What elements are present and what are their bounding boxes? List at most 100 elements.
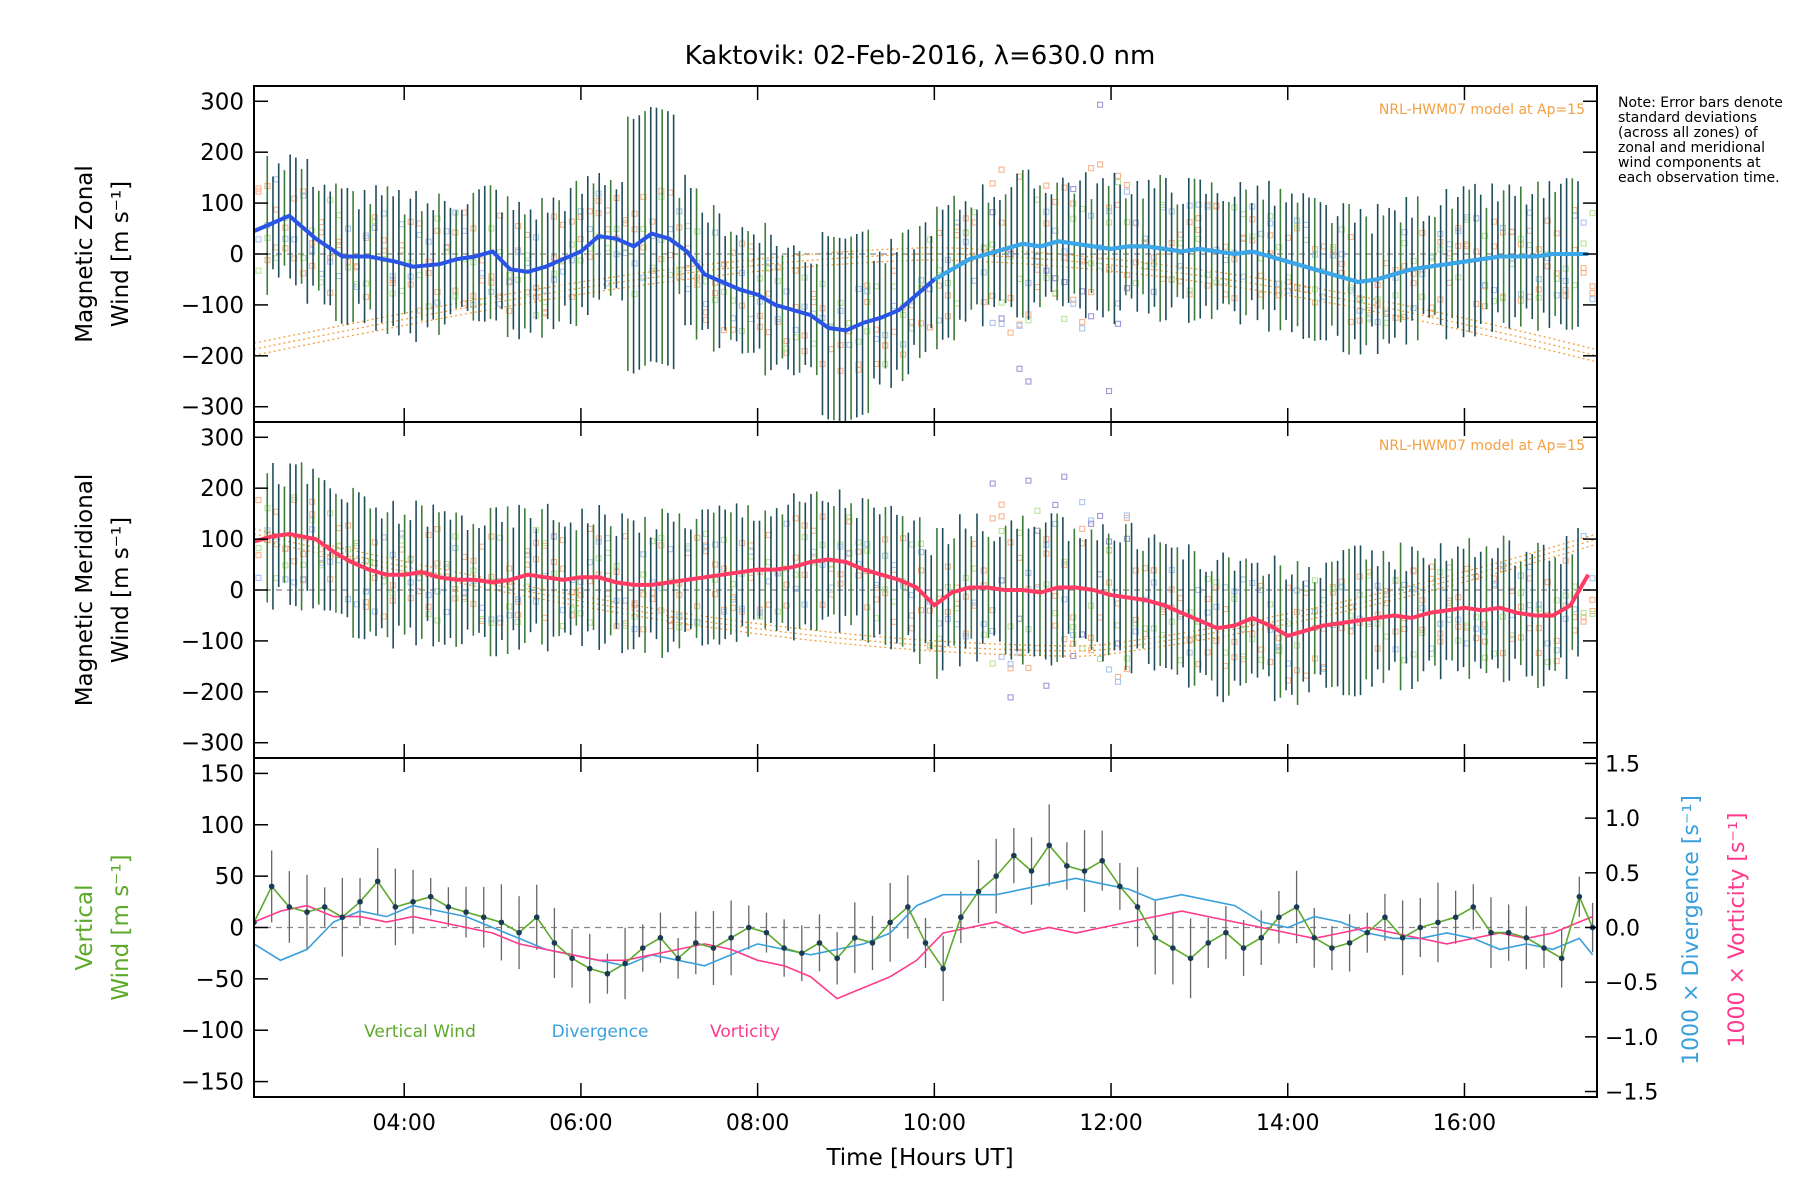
zone-sample — [926, 642, 934, 649]
zone-sample — [1338, 251, 1345, 258]
y2-tick-label: 0.5 — [1605, 862, 1640, 887]
zone-sample — [1329, 243, 1336, 251]
zone-sample — [425, 238, 432, 245]
zone-sample — [371, 560, 378, 567]
zone-sample — [720, 288, 728, 295]
zone-sample — [1195, 201, 1202, 208]
error-bars — [266, 106, 1579, 422]
zone-sample — [1276, 644, 1283, 651]
divergence-line — [254, 877, 1594, 967]
vertical-wind-point — [1558, 955, 1565, 962]
zone-sample — [1079, 645, 1086, 652]
zone-sample — [434, 526, 441, 533]
zone-sample — [1553, 270, 1560, 277]
zone-sample — [1123, 512, 1130, 519]
zone-sample — [1589, 290, 1596, 297]
vertical-wind-point — [1011, 852, 1017, 859]
vertical-wind-point — [445, 904, 452, 910]
zone-sample — [864, 328, 871, 335]
zone-sample — [891, 302, 898, 309]
vertical-wind-point — [357, 899, 363, 905]
zone-sample — [1276, 244, 1283, 251]
panel-vertical: Vertical Wind Divergence Vorticity −1.5 −1.0… — [72, 752, 1750, 1105]
y-axis-label-bottom: Wind [m s⁻¹] — [108, 181, 134, 327]
zone-sample — [1097, 655, 1104, 662]
zone-sample — [1589, 296, 1596, 303]
zone-sample — [1088, 517, 1095, 524]
zone-sample — [1034, 507, 1041, 514]
zone-sample — [506, 278, 513, 285]
model-label: NRL-HWM07 model at Ap=15 — [1379, 438, 1585, 454]
zone-sample — [1329, 585, 1336, 592]
zone-sample — [1240, 211, 1247, 218]
zone-sample — [515, 249, 522, 256]
zone-sample — [1186, 202, 1193, 209]
zone-sample — [577, 213, 584, 221]
zone-sample — [1267, 601, 1274, 608]
vertical-wind-point — [392, 904, 399, 910]
zone-sample — [1553, 230, 1560, 237]
zone-sample — [291, 195, 298, 202]
zone-sample — [1016, 365, 1023, 372]
y2-tick-label: −1.0 — [1605, 1026, 1658, 1051]
zone-sample — [371, 608, 378, 615]
zone-sample — [604, 590, 611, 597]
zone-sample — [1114, 178, 1122, 186]
plot-area-meridional — [254, 462, 1597, 705]
zone-sample — [989, 515, 996, 522]
zone-sample — [398, 530, 405, 537]
zone-sample — [541, 614, 549, 621]
zone-sample — [712, 290, 719, 297]
zone-sample — [1544, 659, 1551, 666]
vertical-wind-point — [1541, 945, 1547, 951]
zone-sample — [255, 267, 262, 274]
vertical-wind-point — [1028, 868, 1035, 874]
zone-sample — [506, 612, 513, 619]
vertical-wind-point — [1382, 914, 1388, 921]
zone-sample — [917, 540, 925, 547]
vertical-wind-point — [1293, 904, 1300, 910]
y2-tick-label: 0.0 — [1605, 917, 1640, 942]
zone-sample — [891, 328, 898, 335]
vertical-wind-point — [1488, 929, 1494, 936]
zone-sample — [1105, 666, 1113, 673]
zone-sample — [917, 607, 925, 614]
zone-sample — [953, 300, 960, 307]
zone-sample — [989, 627, 996, 634]
zone-sample — [336, 525, 343, 532]
zone-sample — [998, 527, 1005, 535]
zone-sample — [577, 257, 584, 264]
zone-sample — [712, 561, 719, 568]
zone-sample — [855, 338, 862, 345]
zone-sample — [1070, 215, 1077, 222]
vertical-wind-point — [781, 945, 787, 951]
zonal-wind-line-late — [933, 239, 1589, 285]
zone-sample — [1097, 614, 1104, 621]
zone-sample — [1562, 286, 1569, 293]
zone-sample — [1562, 557, 1569, 564]
zone-sample — [1338, 584, 1345, 591]
zone-sample — [1114, 172, 1122, 179]
zone-sample — [1123, 219, 1130, 226]
zone-sample — [1419, 229, 1426, 236]
zone-sample — [1016, 321, 1023, 328]
zone-sample — [309, 526, 316, 533]
zone-sample — [255, 552, 262, 559]
zone-sample — [846, 518, 853, 525]
zone-sample — [300, 192, 307, 199]
zone-sample — [1070, 631, 1077, 638]
zone-sample — [362, 599, 369, 606]
y-axis-label-top: Magnetic Meridional — [72, 474, 98, 707]
zone-sample — [1061, 636, 1068, 643]
plot-area-zonal — [254, 101, 1597, 422]
vertical-wind-point — [286, 904, 293, 910]
zone-sample — [783, 288, 790, 295]
zone-sample — [1553, 647, 1560, 654]
zone-sample — [291, 579, 298, 586]
zone-sample — [425, 531, 432, 538]
zone-sample — [1589, 575, 1596, 582]
zone-sample — [1097, 512, 1104, 519]
zone-sample — [1276, 634, 1283, 642]
zone-sample — [1535, 650, 1542, 657]
zone-sample — [685, 222, 692, 230]
